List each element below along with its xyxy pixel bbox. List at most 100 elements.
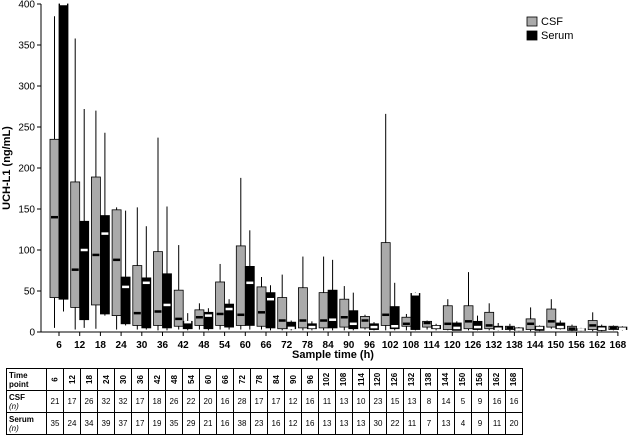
table-cell-count: 16 — [488, 390, 506, 413]
box-serum-60h — [244, 230, 255, 330]
box-csf-96h — [360, 314, 370, 330]
box-serum-12h — [79, 108, 90, 328]
table-cell-timepoint: 126 — [386, 368, 404, 391]
table-cell-count: 29 — [182, 412, 200, 435]
timepoint-value: 102 — [322, 372, 332, 387]
box-serum-24h — [120, 210, 131, 326]
y-tick-label: 350 — [18, 41, 35, 52]
timepoint-value: 96 — [305, 375, 315, 384]
box-csf-30h — [132, 207, 143, 330]
box-iqr — [348, 310, 359, 330]
table-cell-count: 16 — [301, 390, 319, 413]
box-iqr — [100, 215, 110, 315]
timepoint-value: 36 — [135, 375, 145, 384]
timepoint-value: 114 — [356, 373, 366, 386]
x-tick-label: 12 — [74, 340, 86, 351]
box-csf-54h — [215, 263, 226, 330]
x-tick-label: 120 — [444, 340, 461, 351]
box-csf-156h — [567, 324, 577, 332]
box-serum-102h — [389, 282, 400, 331]
table-cell-count: 12 — [284, 412, 302, 435]
table-cell-count: 24 — [63, 412, 81, 435]
box-iqr — [256, 286, 267, 327]
table-cell-timepoint: 96 — [301, 368, 319, 391]
table-cell-count: 35 — [46, 412, 64, 435]
table-cell-count: 11 — [318, 390, 336, 413]
x-tick-label: 144 — [527, 340, 544, 351]
box-iqr — [91, 176, 101, 306]
timepoint-value: 54 — [186, 375, 196, 384]
table-cell-timepoint: 30 — [114, 368, 132, 391]
legend-label-csf: CSF — [541, 16, 563, 28]
box-csf-78h — [297, 256, 308, 331]
table-cell-count: 17 — [63, 390, 81, 413]
x-tick-label: 126 — [465, 340, 482, 351]
timepoint-value: 90 — [288, 375, 298, 384]
table-cell-count: 19 — [148, 412, 166, 435]
x-tick-label: 132 — [485, 340, 502, 351]
point-label: point — [9, 379, 29, 389]
table-cell-count: 8 — [420, 390, 438, 413]
box-iqr — [70, 181, 81, 308]
box-csf-162h — [587, 312, 598, 332]
x-tick-label: 30 — [136, 340, 148, 351]
box-iqr — [153, 251, 163, 326]
x-tick-label: 36 — [157, 340, 169, 351]
box-iqr — [442, 305, 453, 330]
table-cell-count: 26 — [165, 390, 183, 413]
table-cell-count: 32 — [114, 390, 132, 413]
box-iqr — [224, 303, 235, 328]
table-cell-timepoint: 90 — [284, 368, 302, 391]
box-csf-150h — [546, 299, 557, 329]
timepoint-value: 84 — [271, 375, 281, 384]
table-cell-count: 9 — [471, 412, 489, 435]
time-label: Time — [9, 370, 28, 380]
box-csf-12h — [70, 38, 81, 330]
table-cell-timepoint: 24 — [97, 368, 115, 391]
box-csf-102h — [380, 113, 391, 331]
timepoint-value: 126 — [390, 372, 400, 387]
table-row-header-serum: Serum (n) — [6, 412, 47, 435]
x-tick-label: 114 — [424, 340, 441, 351]
timepoint-value: 162 — [492, 372, 502, 387]
table-cell-timepoint: 156 — [471, 368, 489, 391]
x-tick-label: 102 — [382, 340, 399, 351]
timepoint-value: 48 — [169, 375, 179, 384]
axes: 0 50 100 150 200 250 300 350 400 6 12 18 24 30 36 42 48 5… — [18, 0, 626, 351]
table-cell-timepoint: 108 — [335, 368, 353, 391]
table-cell-count: 16 — [267, 412, 285, 435]
table-cell-count: 15 — [386, 390, 404, 413]
csf-row-label: CSF — [9, 392, 25, 402]
box-serum-138h — [514, 327, 524, 332]
box-iqr — [162, 273, 172, 329]
box-iqr — [360, 316, 370, 329]
x-axis-title: Sample time (h) — [292, 349, 374, 361]
x-tick-label: 84 — [323, 340, 335, 351]
table-cell-count: 32 — [97, 390, 115, 413]
table-cell-count: 22 — [182, 390, 200, 413]
table-cell-count: 9 — [471, 390, 489, 413]
y-tick-label: 250 — [18, 123, 35, 134]
box-csf-18h — [91, 110, 101, 329]
table-cell-timepoint: 138 — [420, 368, 438, 391]
box-iqr — [58, 3, 69, 300]
x-tick-label: 72 — [281, 340, 293, 351]
table-cell-count: 13 — [437, 412, 455, 435]
timepoint-value: 78 — [254, 375, 264, 384]
timepoint-value: 156 — [475, 372, 485, 387]
table-cell-count: 16 — [301, 412, 319, 435]
table-cell-count: 28 — [233, 390, 251, 413]
x-tick-label: 48 — [198, 340, 210, 351]
x-tick-label: 24 — [116, 340, 128, 351]
x-tick-label: 78 — [302, 340, 314, 351]
table-cell-timepoint: 78 — [250, 368, 268, 391]
table-cell-timepoint: 168 — [505, 368, 523, 391]
table-cell-count: 21 — [46, 390, 64, 413]
box-csf-114h — [422, 320, 433, 330]
table-cell-count: 23 — [250, 412, 268, 435]
y-tick-label: 150 — [18, 205, 35, 216]
table-cell-count: 13 — [335, 412, 353, 435]
box-iqr — [277, 297, 288, 330]
table-cell-timepoint: 12 — [63, 368, 81, 391]
box-plot-area — [49, 2, 628, 332]
